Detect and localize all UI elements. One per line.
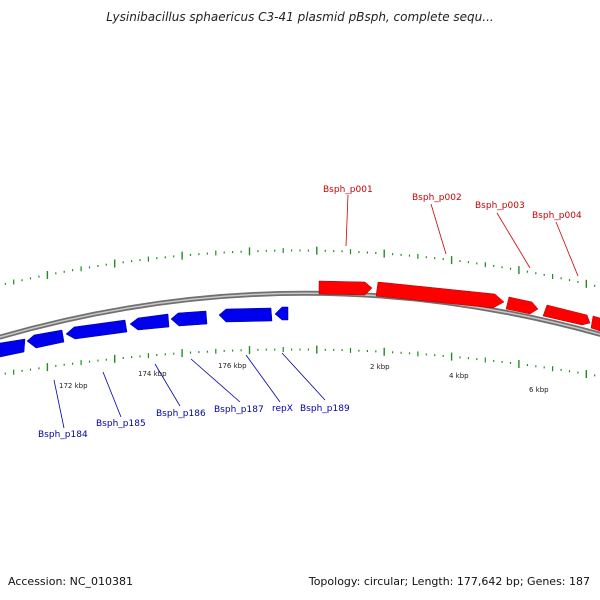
leader-line-bsph_p185 — [102, 371, 122, 418]
kbp-label-176: 176 kbp — [218, 362, 247, 370]
accession-label: Accession: NC_010381 — [8, 575, 134, 588]
gene-arrow-next[interactable] — [590, 315, 600, 332]
gene-arrow-bsph_p187[interactable] — [170, 310, 208, 327]
gene-label-bsph_p187[interactable]: Bsph_p187 — [214, 405, 264, 415]
kbp-label-6: 6 kbp — [529, 386, 549, 394]
leader-line-repx — [245, 354, 281, 403]
gene-label-bsph_p185[interactable]: Bsph_p185 — [96, 419, 146, 429]
forward-gene-labels: Bsph_p001 Bsph_p002 Bsph_p003 Bsph_p004 — [323, 185, 582, 277]
leader-line-bsph_p002 — [430, 203, 447, 255]
reverse-gene-labels: Bsph_p184 Bsph_p185 Bsph_p186 Bsph_p187 … — [38, 352, 350, 440]
gene-label-bsph_p002[interactable]: Bsph_p002 — [412, 193, 462, 203]
gene-label-bsph_p186[interactable]: Bsph_p186 — [156, 409, 206, 419]
map-title: Lysinibacillus sphaericus C3-41 plasmid … — [106, 10, 494, 24]
kbp-label-174: 174 kbp — [138, 370, 167, 378]
leader-line-bsph_p184 — [53, 379, 65, 429]
leader-line-bsph_p001 — [345, 194, 349, 247]
gene-arrow-repx[interactable] — [218, 307, 273, 323]
topology-stats: Topology: circular; Length: 177,642 bp; … — [308, 575, 590, 588]
gene-label-bsph_p001[interactable]: Bsph_p001 — [323, 185, 373, 195]
gene-arrow-bsph_p186[interactable] — [129, 313, 170, 331]
gene-arrow-bsph_p003[interactable] — [505, 296, 539, 315]
leader-line-bsph_p187 — [190, 358, 241, 403]
gene-label-bsph_p003[interactable]: Bsph_p003 — [475, 201, 525, 211]
tick-marks — [4, 246, 596, 378]
gene-arrow-bsph_p004[interactable] — [542, 304, 591, 326]
reverse-genes — [0, 306, 289, 358]
leader-line-bsph_p004 — [555, 221, 579, 277]
gene-arrow-bsph_p185[interactable] — [65, 319, 128, 340]
gene-arrow-bsph_p184[interactable] — [26, 329, 65, 349]
kbp-label-172: 172 kbp — [59, 382, 88, 390]
kbp-label-2: 2 kbp — [370, 363, 390, 371]
forward-genes — [318, 280, 600, 332]
gene-label-repx[interactable]: repX — [272, 404, 293, 414]
leader-line-bsph_p003 — [496, 212, 531, 269]
gene-arrow-bsph_p002[interactable] — [375, 281, 505, 309]
gene-label-bsph_p189[interactable]: Bsph_p189 — [300, 404, 350, 414]
gene-arrow-bsph_p189[interactable] — [274, 306, 289, 321]
kbp-label-4: 4 kbp — [449, 372, 469, 380]
plasmid-backbone-highlight — [0, 292, 600, 338]
leader-line-bsph_p186 — [154, 363, 181, 407]
gene-label-bsph_p004[interactable]: Bsph_p004 — [532, 211, 582, 221]
gene-arrow-bsph_p001[interactable] — [318, 280, 373, 296]
leader-line-bsph_p189 — [281, 352, 326, 401]
gene-arrow-rev-1[interactable] — [0, 338, 26, 358]
gene-label-bsph_p184[interactable]: Bsph_p184 — [38, 430, 88, 440]
kbp-labels: 172 kbp 174 kbp 176 kbp 2 kbp 4 kbp 6 kb… — [59, 362, 549, 394]
